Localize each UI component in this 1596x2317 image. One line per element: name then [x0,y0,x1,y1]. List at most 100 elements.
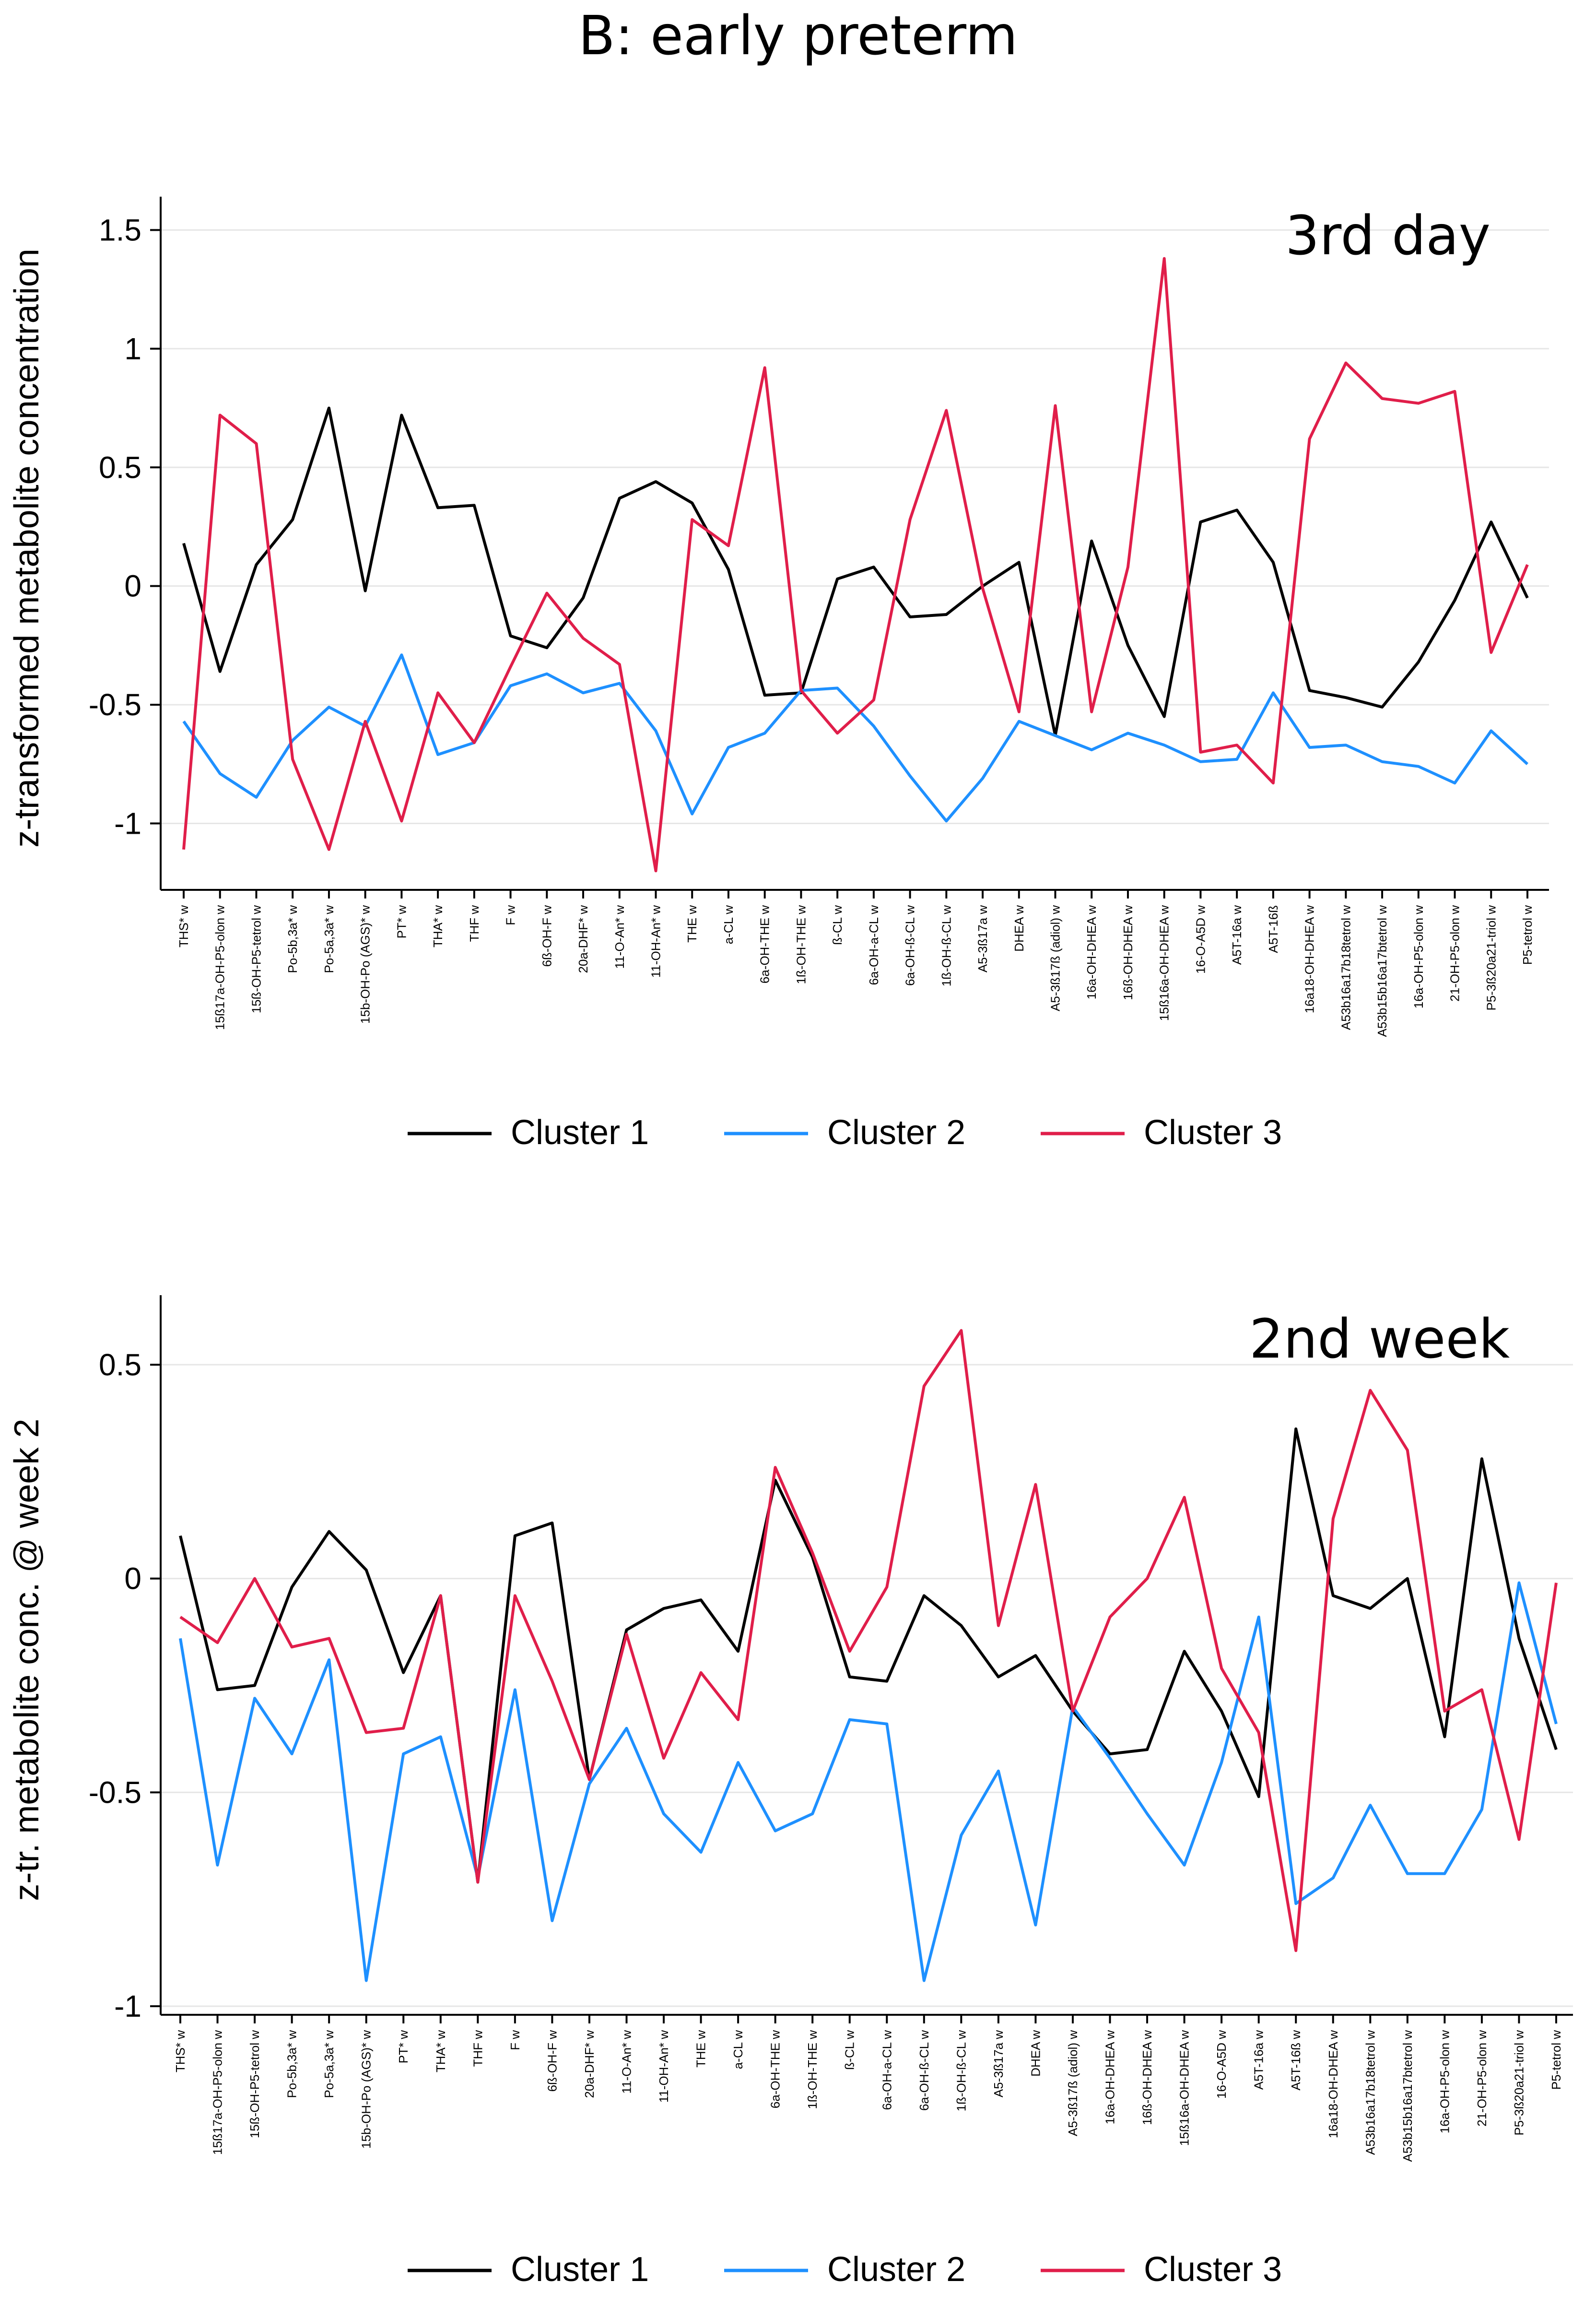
series-line-cluster-3 [182,257,1529,873]
x-tick-label: 11-OH-An* w [657,2030,671,2103]
x-tick-label: 16a18-OH-DHEA w [1303,905,1317,1014]
x-tick-label: Po-5b,3a* w [285,905,300,973]
x-tick-label: A5-3ß17a w [991,2030,1006,2097]
x-tick-label: 6a-OH-a-CL w [867,905,881,985]
x-tick-label: F w [508,2030,522,2050]
x-tick-label: 16a18-OH-DHEA w [1326,2030,1340,2139]
legend-label: Cluster 3 [1144,2250,1282,2289]
legend-label: Cluster 2 [827,2250,965,2289]
x-tick-label: 16-O-A5D w [1214,2030,1229,2099]
x-tick-label: 6ß-OH-F w [540,905,554,967]
x-tick-label: 16a-OH-DHEA w [1103,2030,1117,2125]
legend-label: Cluster 1 [511,2250,649,2289]
x-tick-label: A5T-16a w [1252,2030,1266,2090]
x-tick-label: 16a-OH-P5-olon w [1411,905,1426,1009]
legend-label: Cluster 1 [511,1113,649,1152]
x-tick-label: 1ß-OH-ß-CL w [954,2030,968,2112]
x-tick-label: Po-5a,3a* w [322,905,336,973]
x-tick-label: THF w [467,905,481,942]
y-tick-label: -0.5 [89,687,141,722]
x-tick-label: Po-5a,3a* w [322,2030,336,2098]
x-tick-label: P5-3ß20a21-triol w [1484,905,1498,1011]
x-tick-label: DHEA w [1012,905,1026,952]
y-tick-label: 1 [124,331,141,366]
x-tick-label: THE w [685,905,699,943]
x-tick-label: A5T-16a w [1230,905,1244,965]
x-tick-label: DHEA w [1028,2030,1043,2077]
x-tick-label: 15ß17a-OH-P5-olon w [211,2030,225,2155]
x-tick-label: 15b-OH-Po (AGS)* w [359,2030,374,2149]
x-tick-label: 20a-DHF* w [576,905,590,973]
x-tick-label: 15ß-OH-P5-tetrol w [249,905,263,1014]
x-tick-label: 20a-DHF* w [582,2030,597,2098]
series-line-cluster-3 [179,1329,1558,1952]
x-tick-label: A5T-16ß w [1289,2030,1303,2091]
x-tick-label: THS* w [173,2030,188,2072]
y-axis-label: z-tr. metabolite conc. @ week 2 [8,1419,46,1901]
x-tick-label: A53b15b16a17btetrol w [1375,905,1389,1037]
x-tick-label: 15ß16a-OH-DHEA w [1157,905,1172,1021]
x-tick-label: 1ß-OH-ß-CL w [939,905,953,987]
x-tick-label: P5-tetrol w [1549,2030,1563,2090]
x-tick-label: 21-OH-P5-olon w [1448,905,1462,1002]
x-tick-label: 11-O-An* w [612,905,627,969]
x-tick-label: F w [504,905,518,925]
x-tick-label: 15ß17a-OH-P5-olon w [213,905,227,1030]
y-tick-label: 1.5 [99,213,141,247]
x-tick-label: 16a-OH-P5-olon w [1437,2030,1452,2134]
y-tick-label: 0 [124,569,141,603]
legend-label: Cluster 2 [827,1113,965,1152]
panel-label: 2nd week [1249,1308,1510,1371]
page-title: B: early preterm [578,5,1018,67]
x-tick-label: A5-3ß17ß (adiol) w [1066,2030,1080,2136]
y-tick-label: -0.5 [89,1775,141,1809]
x-tick-label: 15ß16a-OH-DHEA w [1177,2030,1192,2146]
x-tick-label: A53b15b16a17btetrol w [1400,2030,1415,2162]
x-tick-label: THE w [694,2030,708,2068]
chart-3rd-day: -1 -0.5 0 0.5 1 1.5 z-transformed metabolite c… [8,197,1549,1152]
x-tick-label: 6a-OH-ß-CL w [903,905,917,986]
x-tick-label: 15b-OH-Po (AGS)* w [358,905,373,1024]
series-line-cluster-1 [182,406,1529,737]
x-tick-label: a-CL w [731,2030,745,2069]
series-line-cluster-2 [179,1581,1558,1982]
x-tick-label: THA* w [434,2030,448,2072]
x-tick-label: 16a-OH-DHEA w [1084,905,1099,1000]
x-tick-label: 6a-OH-THE w [758,905,772,983]
y-tick-label: -1 [114,806,141,840]
x-tick-label: 1ß-OH-THE w [794,905,808,984]
x-tick-label: P5-tetrol w [1520,905,1535,965]
x-tick-label: 21-OH-P5-olon w [1475,2030,1489,2127]
x-tick-label: P5-3ß20a21-triol w [1512,2030,1526,2136]
x-tick-label: PT* w [394,905,409,939]
y-tick-label: 0.5 [99,450,141,485]
x-tick-label: A5-3ß17a w [975,905,990,972]
x-tick-label: THA* w [431,905,445,947]
y-axis-label: z-transformed metabolite concentration [8,248,46,848]
x-tick-label: 15ß-OH-P5-tetrol w [247,2030,262,2139]
y-tick-label: 0 [124,1561,141,1596]
x-tick-label: ß-CL w [830,905,845,945]
x-tick-label: 6a-OH-a-CL w [880,2030,894,2110]
y-tick-label: 0.5 [99,1348,141,1382]
x-tick-label: PT* w [396,2030,411,2064]
x-tick-label: a-CL w [721,905,736,945]
x-tick-label: A53b16a17b18tetrol w [1363,2030,1377,2155]
series-line-cluster-2 [182,653,1529,823]
x-tick-label: THS* w [176,905,191,947]
x-tick-label: 16ß-OH-DHEA w [1140,2030,1154,2125]
x-tick-label: 6ß-OH-F w [545,2030,559,2092]
x-tick-label: Po-5b,3a* w [285,2030,299,2098]
x-tick-label: A5-3ß17ß (adiol) w [1048,905,1063,1011]
x-tick-label: 16ß-OH-DHEA w [1121,905,1135,1000]
x-tick-label: 1ß-OH-THE w [805,2030,820,2109]
panel-label: 3rd day [1285,205,1490,267]
x-tick-label: A5T-16ß [1266,905,1280,953]
x-tick-label: ß-CL w [843,2030,857,2070]
x-tick-label: A53b16a17b18tetrol w [1338,905,1353,1030]
legend-label: Cluster 3 [1144,1113,1282,1152]
x-tick-label: THF w [470,2030,485,2067]
series-line-cluster-1 [179,1427,1558,1884]
x-tick-label: 6a-OH-ß-CL w [917,2030,931,2111]
x-tick-label: 6a-OH-THE w [768,2030,783,2108]
